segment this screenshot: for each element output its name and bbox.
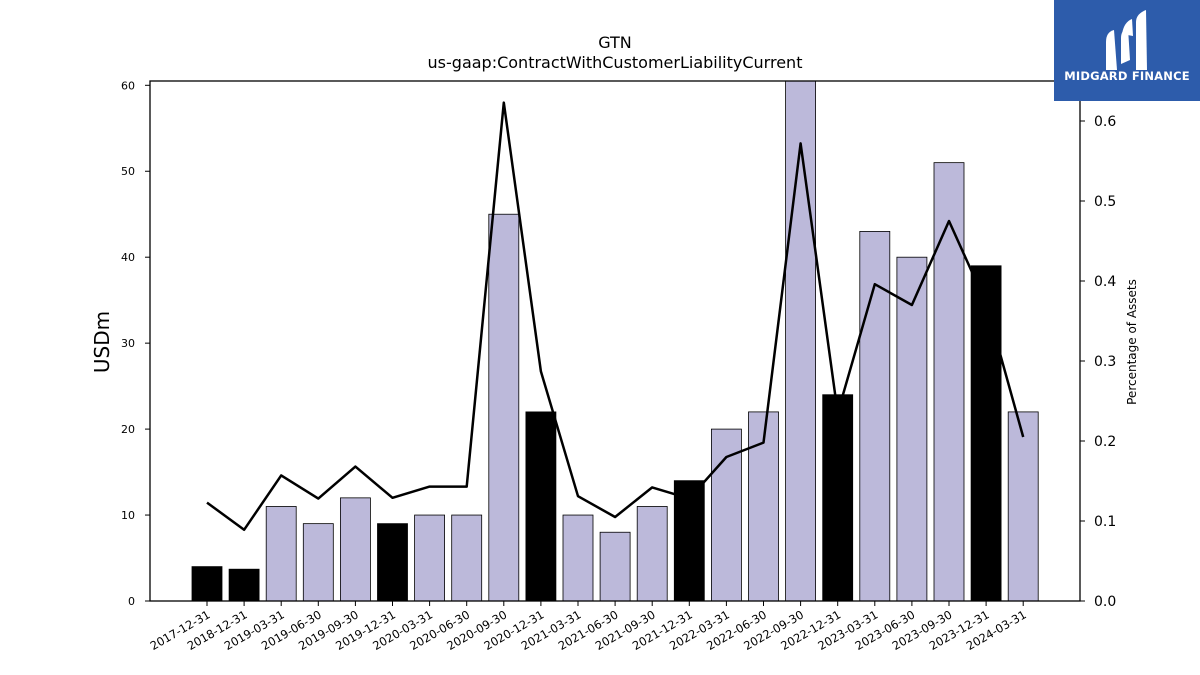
y2-tick-label: 0.4 xyxy=(1094,274,1116,290)
bar-2024-03-31 xyxy=(1007,411,1039,602)
y-tick-label: 40 xyxy=(121,251,135,264)
bar-2023-09-30 xyxy=(933,162,965,602)
logo-mark-icon xyxy=(1106,10,1147,70)
logo: MIDGARD FINANCE xyxy=(1054,0,1200,101)
bar-2021-12-31 xyxy=(673,480,705,602)
bar-2021-03-31 xyxy=(562,514,594,602)
y-tick-label: 60 xyxy=(121,79,135,92)
bar-2021-06-30 xyxy=(599,531,631,602)
bar-2023-12-31 xyxy=(970,265,1002,602)
bar-2020-09-30 xyxy=(488,213,520,602)
y2-tick-label: 0.3 xyxy=(1094,354,1116,370)
y2-tick-label: 0.2 xyxy=(1094,434,1116,450)
y2-tick-label: 0.0 xyxy=(1094,594,1116,610)
bar-2020-12-31 xyxy=(525,411,557,602)
bar-2019-12-31 xyxy=(377,523,408,602)
bar-2023-03-31 xyxy=(859,231,891,602)
y-tick-label: 30 xyxy=(121,337,135,350)
y-tick-label: 20 xyxy=(121,423,135,436)
percentage-line xyxy=(206,101,1025,532)
logo-text: MIDGARD FINANCE xyxy=(1064,69,1190,83)
y-tick-label: 50 xyxy=(121,165,135,178)
y2-tick-label: 0.5 xyxy=(1094,194,1116,210)
bar-2021-09-30 xyxy=(636,506,668,602)
bar-2022-03-31 xyxy=(711,428,742,602)
bar-2020-03-31 xyxy=(414,514,446,602)
bar-2018-12-31 xyxy=(228,568,260,602)
bar-2022-09-30 xyxy=(785,80,816,602)
y2-axis-label: Percentage of Assets xyxy=(1125,279,1139,405)
bar-2020-06-30 xyxy=(451,514,483,602)
y-tick-label: 0 xyxy=(128,595,135,608)
y-tick-label: 10 xyxy=(121,509,135,522)
bar-2019-03-31 xyxy=(265,506,297,602)
bar-2019-09-30 xyxy=(339,497,371,602)
y-axis-label: USDm xyxy=(90,311,114,373)
bar-2017-12-31 xyxy=(191,566,223,602)
chart-subtitle: us-gaap:ContractWithCustomerLiabilityCur… xyxy=(428,53,803,72)
y2-tick-label: 0.6 xyxy=(1094,114,1116,130)
bar-2022-12-31 xyxy=(822,394,854,602)
bar-2023-06-30 xyxy=(896,256,928,602)
y2-tick-label: 0.1 xyxy=(1094,514,1116,530)
bar-2019-06-30 xyxy=(302,523,334,602)
line-layer xyxy=(206,101,1025,532)
chart-title: GTN xyxy=(598,33,632,52)
bars xyxy=(191,80,1039,602)
